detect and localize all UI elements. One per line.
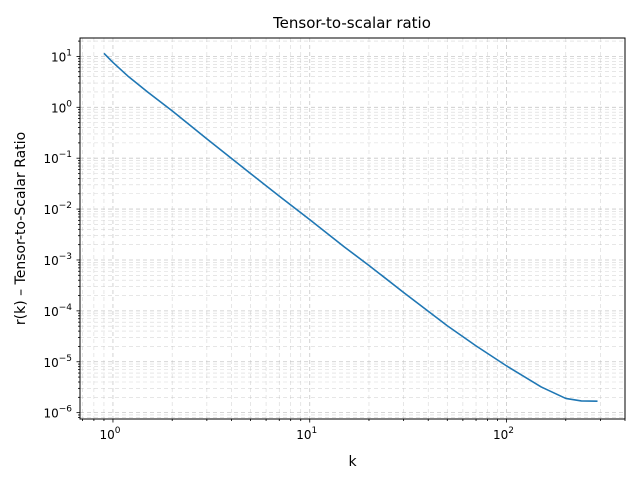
y-tick-label: 10−5 — [43, 354, 72, 370]
y-tick-label: 10−3 — [43, 252, 72, 268]
x-axis-title: k — [348, 454, 357, 470]
plot-area — [103, 52, 598, 402]
x-tick-label: 100 — [99, 426, 120, 442]
plot-frame — [79, 37, 626, 420]
axis-ticks: 100 101 102 10−6 10−5 10−4 10−3 10−2 10−1 100 101 — [43, 40, 626, 442]
y-tick-label: 10−4 — [43, 303, 72, 319]
x-tick-label: 102 — [493, 426, 514, 442]
x-tick-label: 101 — [296, 426, 317, 442]
y-axis-title: r(k) – Tensor-to-Scalar Ratio — [13, 132, 29, 325]
y-tick-label: 10−6 — [43, 405, 72, 421]
y-tick-label: 10−2 — [43, 201, 72, 217]
chart-title: Tensor-to-scalar ratio — [272, 14, 431, 32]
y-tick-label: 10−1 — [43, 150, 72, 166]
y-tick-label: 101 — [51, 48, 72, 64]
grid — [80, 38, 626, 419]
y-tick-label: 100 — [51, 99, 72, 115]
series-line-0 — [103, 52, 598, 402]
